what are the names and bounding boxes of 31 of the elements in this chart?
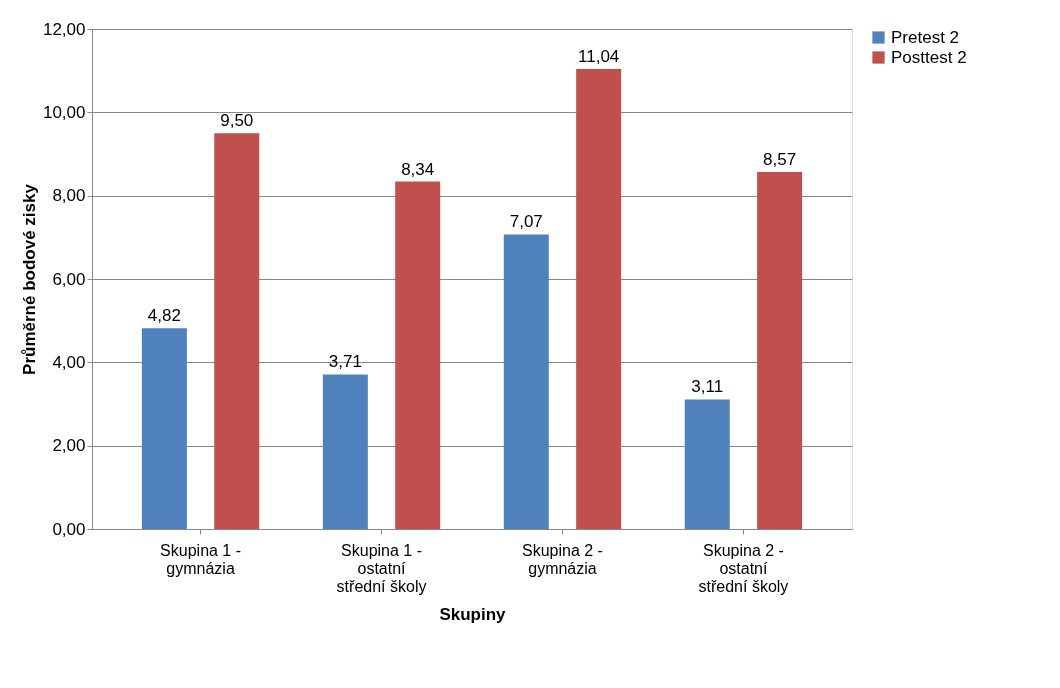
x-tick-label: Skupina 1 - gymnázia (160, 541, 242, 577)
y-tick-label: 2,00 (52, 436, 86, 456)
data-label: 11,04 (578, 47, 620, 66)
bar (141, 328, 187, 529)
x-tick-label: Skupina 2 - ostatní střední školy (698, 541, 789, 595)
x-tick-label: Skupina 2 - gymnázia (522, 541, 603, 577)
x-tick-label: Skupina 1 - ostatní střední školy (336, 541, 427, 595)
data-label: 4,82 (147, 306, 181, 326)
legend-label: Pretest 2 (891, 27, 960, 47)
bar (395, 181, 441, 529)
data-label: 8,34 (401, 159, 435, 179)
y-tick-label: 10,00 (42, 102, 86, 122)
y-tick-label: 4,00 (52, 352, 86, 372)
y-tick-label: 6,00 (52, 269, 86, 289)
data-label: 7,07 (509, 212, 543, 232)
y-axis-title: Průměrné bodové zisky (19, 183, 39, 375)
bar (576, 69, 622, 529)
bar (322, 374, 368, 529)
bar (503, 234, 549, 529)
data-label: 8,57 (763, 149, 797, 169)
bar (214, 133, 260, 529)
y-tick-label: 12,00 (42, 19, 86, 39)
bar (684, 399, 730, 529)
y-tick-label: 0,00 (52, 519, 86, 539)
data-label: 3,71 (328, 352, 362, 372)
data-label: 9,50 (220, 111, 254, 131)
y-tick-label: 8,00 (52, 186, 86, 206)
bar (757, 171, 803, 529)
x-axis-title: Skupiny (439, 604, 507, 624)
data-label: 3,11 (691, 377, 724, 397)
legend-label: Posttest 2 (891, 47, 967, 67)
